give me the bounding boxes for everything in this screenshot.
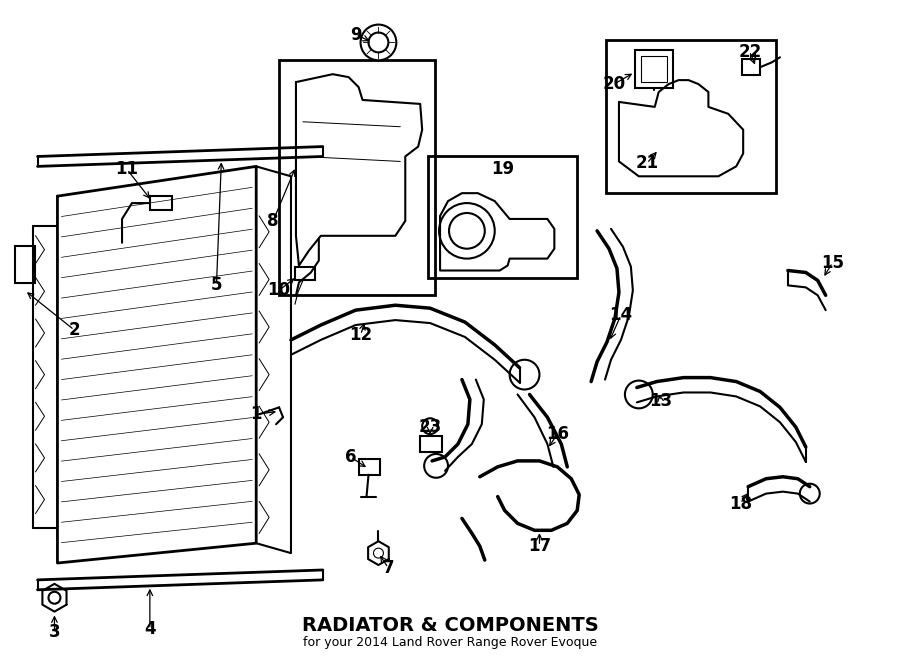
Text: 16: 16 (545, 425, 569, 443)
Bar (420, 436, 442, 452)
Text: 1: 1 (250, 405, 262, 423)
Text: 21: 21 (635, 155, 658, 173)
Bar (295, 266, 315, 280)
Bar (279, 60, 435, 295)
Text: 18: 18 (729, 494, 751, 512)
Bar (641, 56, 667, 82)
Text: 3: 3 (49, 623, 60, 641)
Circle shape (361, 24, 396, 60)
Text: 2: 2 (68, 321, 80, 339)
Text: 9: 9 (350, 26, 362, 44)
Text: 17: 17 (528, 537, 551, 555)
Text: RADIATOR & COMPONENTS: RADIATOR & COMPONENTS (302, 616, 598, 635)
Text: 15: 15 (821, 254, 844, 272)
Text: 19: 19 (491, 161, 514, 178)
Circle shape (509, 360, 539, 389)
Text: 4: 4 (144, 621, 156, 639)
Circle shape (625, 381, 652, 408)
Bar (150, 196, 172, 210)
Circle shape (424, 454, 448, 478)
Bar (742, 59, 760, 75)
Text: 20: 20 (602, 75, 626, 93)
Text: 6: 6 (345, 448, 356, 466)
Bar (358, 459, 381, 475)
Text: 12: 12 (349, 326, 372, 344)
Text: 22: 22 (739, 44, 761, 61)
Bar (14, 246, 34, 284)
Text: 14: 14 (609, 306, 633, 324)
Circle shape (800, 484, 820, 504)
Text: 7: 7 (382, 559, 394, 577)
Text: 10: 10 (267, 282, 291, 299)
Text: 11: 11 (115, 161, 139, 178)
Bar (634, 50, 672, 88)
Bar (606, 40, 776, 193)
Text: 5: 5 (211, 276, 222, 294)
Text: for your 2014 Land Rover Range Rover Evoque: for your 2014 Land Rover Range Rover Evo… (303, 636, 597, 649)
Text: 23: 23 (418, 418, 442, 436)
Text: 8: 8 (267, 212, 279, 230)
Bar (428, 157, 577, 278)
Text: 13: 13 (649, 393, 672, 410)
